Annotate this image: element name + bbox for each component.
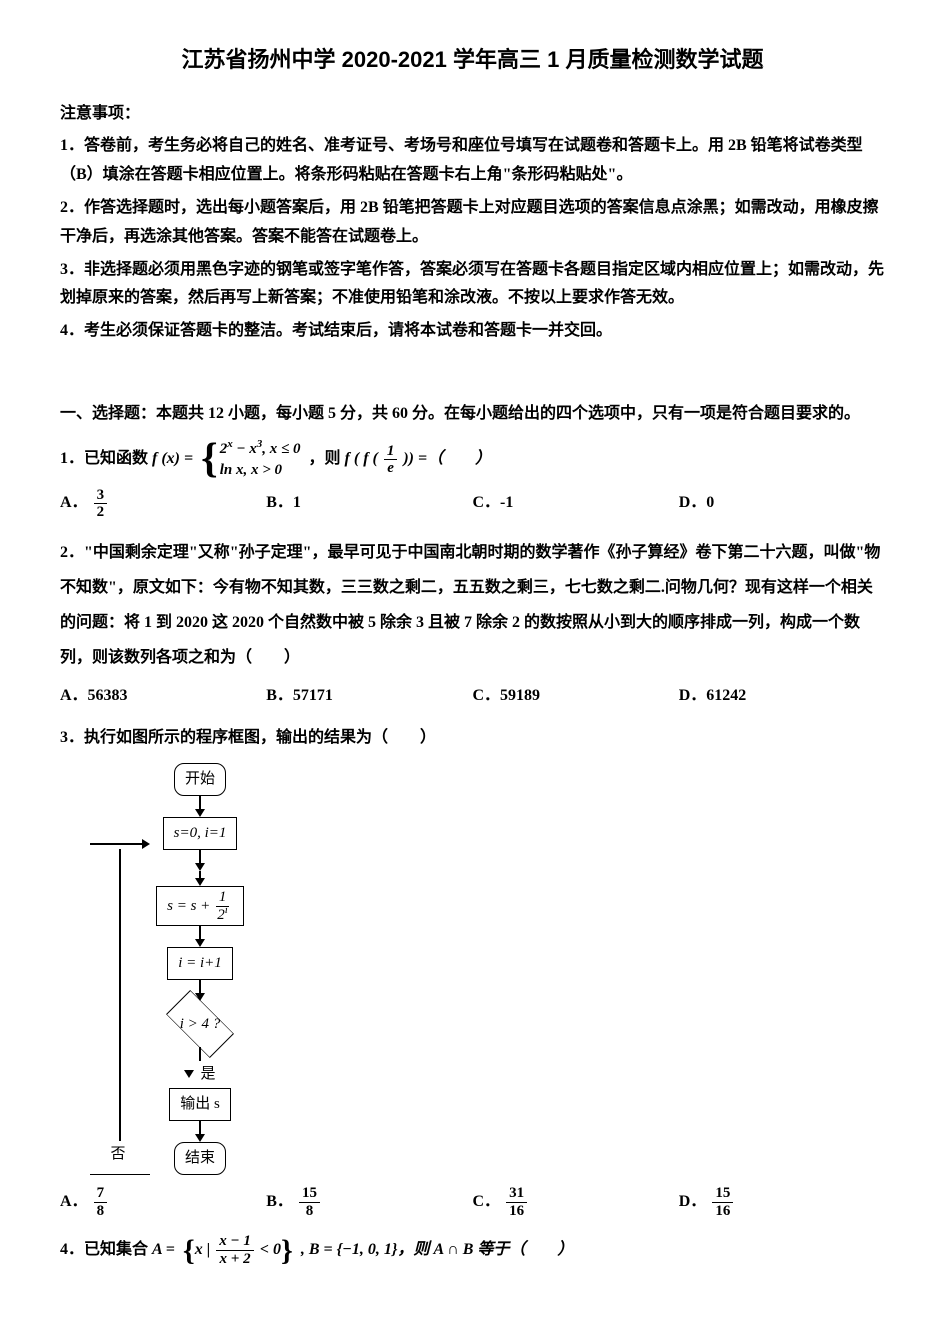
- q3-option-b: B． 158: [266, 1185, 472, 1219]
- q2-option-d: D．61242: [679, 682, 885, 711]
- q1-expr-1: f ( f (: [345, 445, 378, 474]
- q2-option-b: B．57171: [266, 682, 472, 711]
- q4-aeq: A =: [152, 1236, 175, 1265]
- q1-options: A． 32 B．1 C．-1 D．0: [60, 487, 885, 521]
- rbrace-icon: }: [281, 1237, 293, 1264]
- flow-yes-label: 是: [200, 1061, 215, 1088]
- q1-fx: f (x) =: [152, 445, 193, 474]
- q1-prefix: 1．已知函数: [60, 445, 148, 474]
- d: 16: [712, 1203, 733, 1220]
- l: C．: [473, 1188, 501, 1217]
- brace-icon: {: [201, 441, 218, 479]
- flow-step1: s = s + 1 2i: [156, 886, 244, 926]
- flow-decision: i > 4 ?: [150, 1001, 250, 1047]
- q3-options: A． 78 B． 158 C． 3116 D． 1516: [60, 1185, 885, 1219]
- q2-options: A．56383 B．57171 C．59189 D．61242: [60, 682, 885, 711]
- notice-3: 3．非选择题必须用黑色字迹的钢笔或签字笔作答，答案必须写在答题卡各题目指定区域内…: [60, 256, 885, 314]
- q4-beq: , B = {−1, 0, 1}，则 A ∩ B 等于（ ）: [301, 1236, 574, 1265]
- notice-1: 1．答卷前，考生务必将自己的姓名、准考证号、考场号和座位号填写在试题卷和答题卡上…: [60, 132, 885, 190]
- n: 15: [712, 1185, 733, 1203]
- q1-expr-2: )) =（ ）: [403, 445, 491, 474]
- q4-set: { x | x − 1 x + 2 < 0 }: [183, 1233, 293, 1267]
- opt-label: A．: [60, 489, 88, 518]
- d: 16: [506, 1203, 527, 1220]
- q3-option-c: C． 3116: [473, 1185, 679, 1219]
- q4-num: x − 1: [216, 1233, 254, 1251]
- q4-den: x + 2: [217, 1251, 254, 1268]
- q4-post: < 0: [260, 1236, 281, 1265]
- flow-output: 输出 s: [169, 1088, 231, 1121]
- q1-piecewise: { 2x − x3, x ≤ 0 ln x, x > 0: [201, 439, 300, 481]
- question-4: 4．已知集合 A = { x | x − 1 x + 2 < 0 } , B =…: [60, 1233, 885, 1267]
- question-2: 2．"中国剩余定理"又称"孙子定理"，最早可见于中国南北朝时期的数学著作《孙子算…: [60, 535, 885, 676]
- q1-mid: ，则: [309, 445, 341, 474]
- q4-prefix: 4．已知集合: [60, 1236, 148, 1265]
- n: 31: [506, 1185, 527, 1203]
- page-title: 江苏省扬州中学 2020-2021 学年高三 1 月质量检测数学试题: [60, 40, 885, 80]
- flow-no-label: 否: [110, 1141, 125, 1168]
- q2-option-c: C．59189: [473, 682, 679, 711]
- flow-loop-back: 否: [90, 763, 150, 1175]
- question-1: 1．已知函数 f (x) = { 2x − x3, x ≤ 0 ln x, x …: [60, 439, 885, 481]
- flow-init: s=0, i=1: [163, 817, 238, 850]
- n: 7: [94, 1185, 108, 1203]
- l: D．: [679, 1188, 707, 1217]
- flow-main: 开始 s=0, i=1 s = s + 1 2i i = i+1 i > 4 ?: [150, 763, 250, 1175]
- q3-option-d: D． 1516: [679, 1185, 885, 1219]
- q1-option-b: B．1: [266, 487, 472, 521]
- question-3: 3．执行如图所示的程序框图，输出的结果为（ ）: [60, 724, 885, 753]
- q2-option-a: A．56383: [60, 682, 266, 711]
- flow-end: 结束: [174, 1142, 226, 1175]
- d: 8: [94, 1203, 108, 1220]
- notice-2: 2．作答选择题时，选出每小题答案后，用 2B 铅笔把答题卡上对应题目选项的答案信…: [60, 194, 885, 252]
- flow-start: 开始: [174, 763, 226, 796]
- d: 8: [303, 1203, 317, 1220]
- notice-label: 注意事项：: [60, 100, 885, 129]
- s1-pre: s = s +: [167, 893, 210, 920]
- q4-setpre: x |: [195, 1236, 211, 1265]
- q1-frac-num: 1: [384, 443, 398, 461]
- flow-step2: i = i+1: [167, 947, 233, 980]
- q1-frac: 1 e: [384, 443, 398, 477]
- q3-option-a: A． 78: [60, 1185, 266, 1219]
- lbrace-icon: {: [183, 1237, 195, 1264]
- q1-piece-1: 2x − x3, x ≤ 0: [220, 439, 301, 460]
- q1-frac-den: e: [384, 460, 397, 477]
- q1-piece-2: ln x, x > 0: [220, 460, 301, 481]
- q1-option-d: D．0: [679, 487, 885, 521]
- den: 2: [94, 504, 108, 521]
- s1-den: 2i: [214, 907, 231, 924]
- q1-option-a: A． 32: [60, 487, 266, 521]
- l: A．: [60, 1188, 88, 1217]
- q1-option-c: C．-1: [473, 487, 679, 521]
- section-1-header: 一、选择题：本题共 12 小题，每小题 5 分，共 60 分。在每小题给出的四个…: [60, 400, 885, 429]
- notice-4: 4．考生必须保证答题卡的整洁。考试结束后，请将本试卷和答题卡一并交回。: [60, 317, 885, 346]
- n: 15: [299, 1185, 320, 1203]
- l: B．: [266, 1188, 293, 1217]
- flowchart: 否 开始 s=0, i=1 s = s + 1 2i i = i+1: [90, 763, 885, 1175]
- flow-cond-text: i > 4 ?: [180, 1011, 221, 1038]
- num: 3: [94, 487, 108, 505]
